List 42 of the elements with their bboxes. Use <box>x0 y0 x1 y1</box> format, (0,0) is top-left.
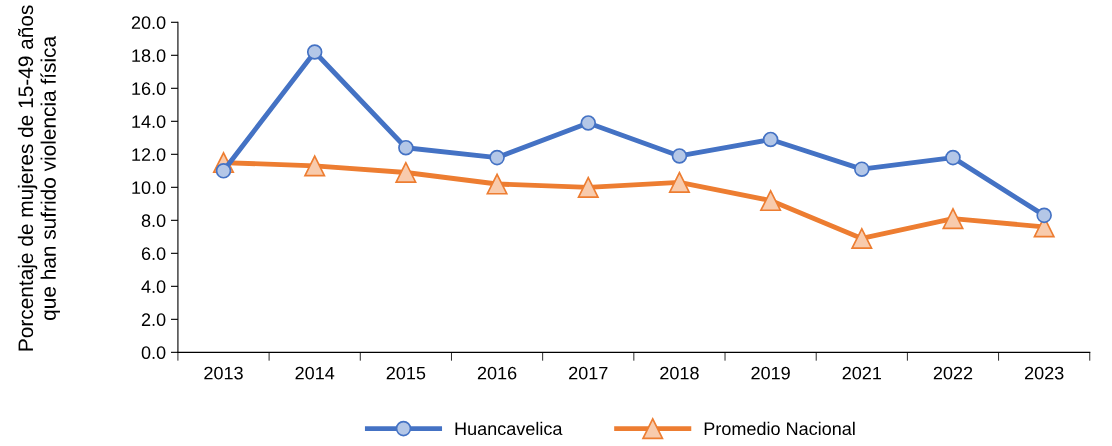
point <box>942 208 964 230</box>
legend-label: Huancavelica <box>455 421 563 436</box>
point <box>671 148 688 164</box>
point <box>306 44 323 60</box>
point <box>668 171 690 193</box>
y-tick-label: 14.0 <box>132 115 166 129</box>
point <box>854 161 870 177</box>
point <box>304 155 326 177</box>
x-tick-label: 2017 <box>569 366 608 380</box>
y-tick-label: 2.0 <box>141 313 166 327</box>
x-tick-label: 2021 <box>842 366 881 380</box>
x-tick-label: 2013 <box>204 366 243 380</box>
y-tick-label: 6.0 <box>141 247 166 261</box>
x-tick-label: 2015 <box>386 366 426 380</box>
point <box>580 115 597 131</box>
y-tick-label: 4.0 <box>141 280 166 294</box>
point <box>398 139 414 156</box>
point <box>489 149 505 166</box>
y-axis-title: Porcentaje de mujeres de 15-49 años que han sufrido violencia física <box>17 5 60 351</box>
x-tick-label: 2023 <box>1025 366 1064 380</box>
point <box>215 163 232 179</box>
x-tick-label: 2016 <box>477 366 517 380</box>
point <box>1036 207 1052 224</box>
x-tick-label: 2019 <box>751 366 790 380</box>
point <box>486 173 508 195</box>
point <box>851 227 873 250</box>
y-tick-label: 12.0 <box>132 148 166 162</box>
point <box>577 176 599 198</box>
legend-label: Promedio Nacional <box>704 421 855 436</box>
point <box>760 189 782 212</box>
x-tick-label: 2022 <box>933 366 973 380</box>
y-tick-label: 18.0 <box>132 49 166 63</box>
y-tick-label: 0.0 <box>141 346 166 360</box>
y-tick-label: 20.0 <box>131 16 166 30</box>
y-tick-label: 16.0 <box>132 82 166 96</box>
y-tick-label: 10.0 <box>132 181 166 195</box>
point <box>762 131 779 148</box>
x-tick-label: 2014 <box>295 366 335 380</box>
point <box>945 149 961 166</box>
x-tick-label: 2018 <box>660 366 699 380</box>
y-tick-label: 8.0 <box>141 214 166 228</box>
point <box>395 161 417 184</box>
